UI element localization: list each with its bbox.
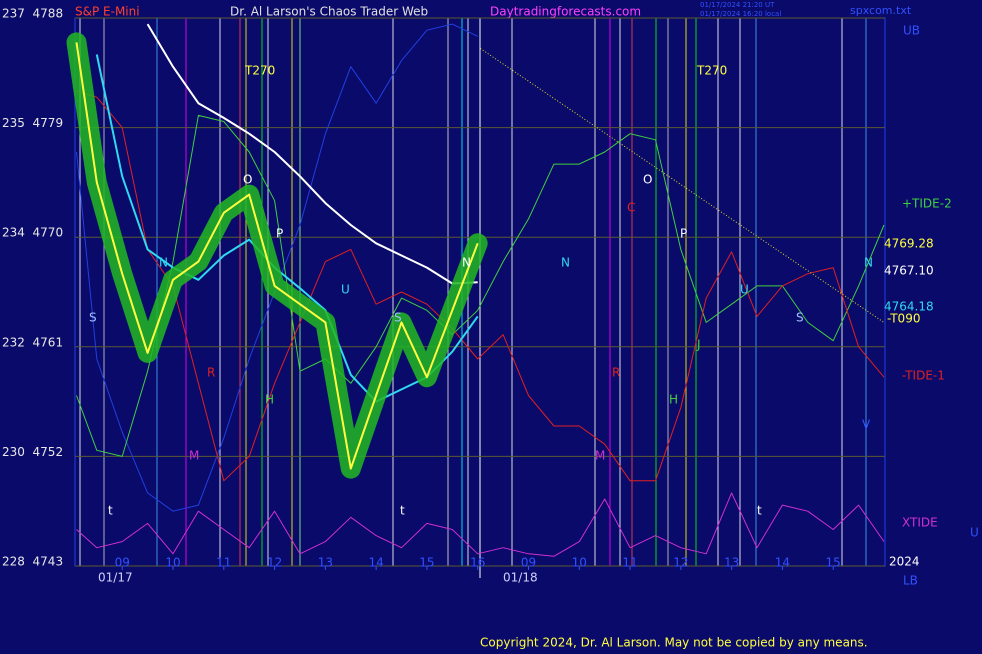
x-tick-label: 12 bbox=[673, 556, 688, 570]
x-tick-label: 15 bbox=[419, 556, 434, 570]
y-tick-label: 232 4761 bbox=[2, 335, 63, 349]
right-label: 4764.18 bbox=[884, 300, 934, 314]
copyright: Copyright 2024, Dr. Al Larson. May not b… bbox=[480, 636, 868, 650]
annotation: O bbox=[243, 173, 252, 187]
trend-line bbox=[479, 48, 885, 323]
y-tick-label: 235 4779 bbox=[2, 116, 63, 130]
annotation: S bbox=[796, 311, 804, 325]
series-label: -TIDE-1 bbox=[902, 369, 945, 383]
annotation: V bbox=[862, 418, 871, 432]
annotation: P bbox=[276, 227, 283, 241]
annotation: P bbox=[680, 227, 687, 241]
header-site: Daytradingforecasts.com bbox=[490, 5, 641, 19]
x-tick-label: 09 bbox=[115, 556, 130, 570]
annotation: N bbox=[462, 256, 471, 270]
annotation: N bbox=[561, 256, 570, 270]
series-line bbox=[76, 114, 885, 457]
x-tick-label: 12 bbox=[267, 556, 282, 570]
y-tick-label: 234 4770 bbox=[2, 226, 63, 240]
annotation: O bbox=[643, 173, 652, 187]
date-label: 01/18 bbox=[503, 571, 538, 585]
annotation: S bbox=[394, 311, 402, 325]
annotation: H bbox=[669, 393, 678, 407]
annotation: R bbox=[207, 366, 215, 380]
annotation: H bbox=[265, 393, 274, 407]
annotation: T270 bbox=[696, 64, 727, 78]
header-time-local: 01/17/2024 16:20 local bbox=[700, 10, 781, 18]
x-tick-label: 11 bbox=[216, 556, 231, 570]
annotation: R bbox=[612, 366, 620, 380]
annotation: t bbox=[108, 504, 113, 518]
series-line bbox=[76, 492, 885, 557]
y-tick-label: 237 4788 bbox=[2, 7, 63, 21]
header-file: spxcom.txt bbox=[850, 4, 912, 17]
annotation: T270 bbox=[244, 64, 275, 78]
annotation: N bbox=[864, 256, 873, 270]
series-line bbox=[76, 90, 885, 482]
header-symbol: S&P E-Mini bbox=[75, 5, 140, 19]
right-label: UB bbox=[903, 24, 920, 38]
right-label: 2024 bbox=[889, 555, 920, 569]
annotation: M bbox=[595, 449, 605, 463]
annotation: t bbox=[400, 504, 405, 518]
x-tick-label: 09 bbox=[521, 556, 536, 570]
annotation: C bbox=[627, 201, 635, 215]
date-label: 01/17 bbox=[98, 571, 133, 585]
annotation: N bbox=[159, 256, 168, 270]
x-tick-label: 14 bbox=[369, 556, 384, 570]
x-tick-label: 10 bbox=[165, 556, 180, 570]
x-tick-label: 13 bbox=[318, 556, 333, 570]
annotation: t bbox=[757, 504, 762, 518]
series-line bbox=[146, 23, 478, 285]
annotation: M bbox=[189, 449, 199, 463]
x-tick-label: 13 bbox=[724, 556, 739, 570]
right-label: U bbox=[970, 526, 979, 540]
right-label: 4769.28 bbox=[884, 237, 934, 251]
y-tick-label: 228 4743 bbox=[2, 555, 63, 569]
price-line bbox=[75, 42, 479, 470]
header-title: Dr. Al Larson's Chaos Trader Web bbox=[230, 5, 428, 19]
annotation: U bbox=[341, 283, 350, 297]
right-label: -T090 bbox=[887, 312, 920, 326]
annotation: S bbox=[89, 311, 97, 325]
annotation: J bbox=[696, 338, 701, 352]
y-tick-label: 230 4752 bbox=[2, 445, 63, 459]
right-label: LB bbox=[903, 574, 918, 588]
series-label: +TIDE-2 bbox=[902, 197, 952, 211]
header-time-ut: 01/17/2024 21:20 UT bbox=[700, 1, 775, 9]
series-label: XTIDE bbox=[902, 516, 938, 530]
x-tick-label: 15 bbox=[826, 556, 841, 570]
series-line bbox=[95, 54, 479, 403]
x-tick-label: 14 bbox=[775, 556, 790, 570]
x-tick-label: 10 bbox=[572, 556, 587, 570]
right-label: 4767.10 bbox=[884, 264, 934, 278]
annotation: U bbox=[740, 283, 749, 297]
x-tick-label: 16 bbox=[470, 556, 485, 570]
x-tick-label: 11 bbox=[622, 556, 637, 570]
